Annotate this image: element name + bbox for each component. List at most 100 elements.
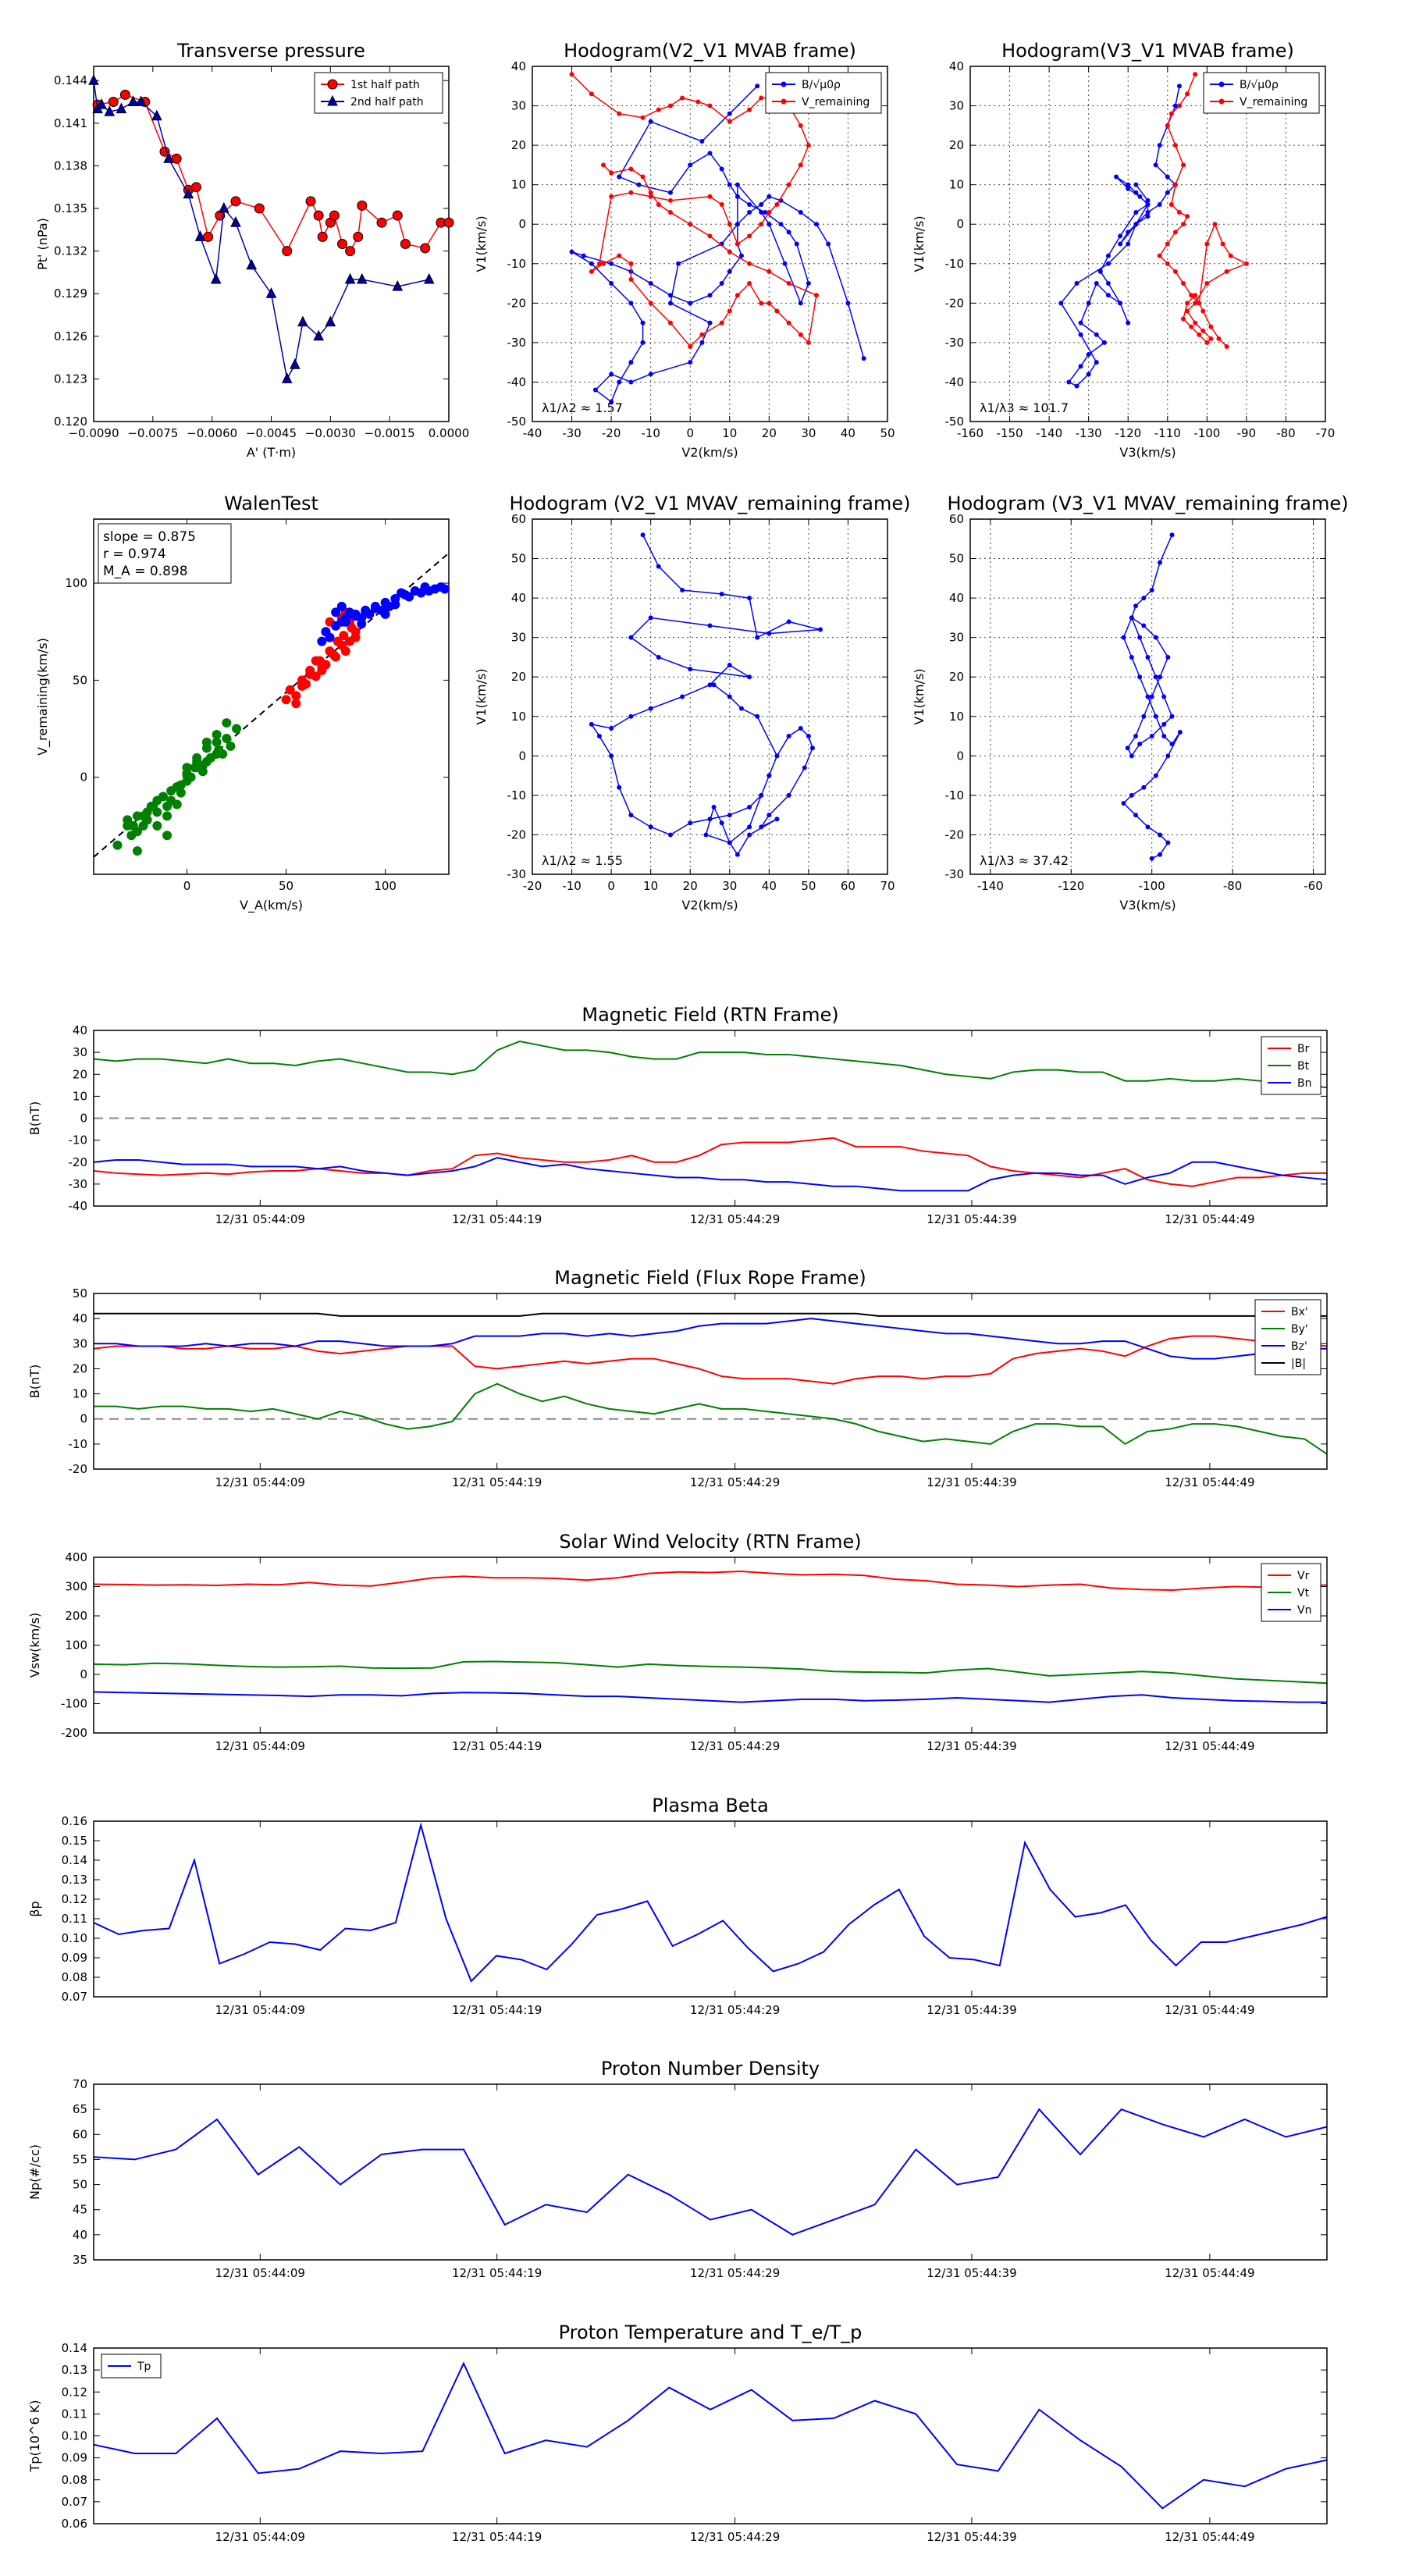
hodo_v2v1_mvab-point bbox=[738, 253, 744, 258]
walen-point bbox=[297, 681, 307, 691]
transverse-point bbox=[297, 315, 308, 327]
hodo_v3v1_mvav-point bbox=[1153, 773, 1158, 778]
hodo_v3v1_mvab-point bbox=[1224, 343, 1229, 349]
hodo_v3v1_mvab-point bbox=[1165, 123, 1170, 128]
hodo_v3v1_mvab-point bbox=[1185, 214, 1190, 219]
transverse-point bbox=[290, 358, 301, 369]
np-title: Proton Number Density bbox=[601, 2058, 820, 2080]
hodo_v3v1_mvab-point bbox=[1137, 194, 1143, 199]
mag_fr-series-B bbox=[94, 1312, 1327, 1317]
hodo_v3v1_mvab-point bbox=[1185, 301, 1190, 306]
hodo_v3v1_mvab-point bbox=[1228, 253, 1233, 258]
vsw-chart: -200 -100 0 100 200 300 400 12/31 05:44:09 12/31… bbox=[27, 1531, 1328, 1753]
hodo_v2v1_mvab-xtick-label: 40 bbox=[841, 426, 855, 440]
hodo_v2v1_mvab-point bbox=[759, 301, 764, 306]
hodo_v2v1_mvab-point bbox=[569, 72, 574, 77]
hodo_v3v1_mvab-point bbox=[1157, 253, 1162, 258]
np-chart: 35 40 45 50 55 60 65 70 12/31 05:44:09 12/31 05:4… bbox=[27, 2058, 1328, 2280]
transverse-point bbox=[305, 196, 316, 207]
hodo_v3v1_mvab-point bbox=[1078, 364, 1083, 369]
hodo_v2v1_mvab-point bbox=[617, 174, 622, 180]
hodo_v3v1_mvab-xtick-label: -80 bbox=[1276, 426, 1296, 440]
hodo_v2v1_mvav-point bbox=[719, 592, 724, 597]
hodo_v2v1_mvab-point bbox=[592, 387, 598, 393]
hodo_v2v1_mvab-xtick-label: -10 bbox=[641, 426, 660, 440]
hodo_v2v1_mvab-point bbox=[767, 301, 772, 306]
vsw-legend-label: Vn bbox=[1297, 1604, 1311, 1617]
hodo_v2v1_mvab-ytick-label: 10 bbox=[511, 178, 526, 192]
hodo_v2v1_mvav-xtick-label: -20 bbox=[523, 879, 542, 893]
np-xtick-label: 12/31 05:44:39 bbox=[927, 2266, 1016, 2280]
hodo_v3v1_mvab-point bbox=[1168, 111, 1174, 116]
hodo_v3v1_mvab-series-line-0 bbox=[1060, 86, 1180, 387]
hodo_v2v1_mvab-point bbox=[695, 99, 701, 105]
transverse-point bbox=[313, 210, 324, 221]
mag_rtn-ylabel: B(nT) bbox=[27, 1101, 42, 1135]
transverse-point bbox=[246, 258, 258, 270]
hodo_v2v1_mvav-point bbox=[727, 694, 732, 699]
walen-point bbox=[390, 600, 400, 610]
hodo_v2v1_mvav-point bbox=[759, 824, 764, 830]
np-xtick-label: 12/31 05:44:09 bbox=[215, 2266, 305, 2280]
hodo_v3v1_mvav-xtick-label: -80 bbox=[1223, 879, 1243, 893]
hodo_v3v1_mvab-point bbox=[1200, 308, 1206, 314]
hodo_v3v1_mvav-point bbox=[1149, 694, 1154, 699]
hodo_v2v1_mvab-point bbox=[601, 261, 606, 266]
beta-xtick-label: 12/31 05:44:29 bbox=[690, 2003, 780, 2017]
hodo_v3v1_mvab-point bbox=[1126, 186, 1131, 191]
hodo_v3v1_mvav-point bbox=[1137, 674, 1143, 680]
vsw-ytick-label: 300 bbox=[65, 1580, 87, 1594]
hodo_v2v1_mvav-xtick-label: 40 bbox=[762, 879, 777, 893]
mag_rtn-frame bbox=[93, 1030, 1328, 1207]
hodo_v2v1_mvav-point bbox=[640, 532, 646, 538]
transverse-xtick-label: −0.0060 bbox=[187, 426, 237, 440]
hodo_v2v1_mvab-point bbox=[680, 95, 685, 101]
transverse-point bbox=[345, 246, 356, 257]
hodo_v3v1_mvav-point bbox=[1169, 742, 1175, 747]
hodo_v2v1_mvav-ytick-label: 60 bbox=[511, 512, 526, 526]
transverse-ytick-label: 0.135 bbox=[54, 201, 87, 215]
hodo_v3v1_mvav-ytick-label: 40 bbox=[949, 591, 964, 605]
hodo_v2v1_mvav-point bbox=[727, 663, 732, 668]
hodo_v2v1_mvab-point bbox=[747, 233, 752, 239]
beta-ytick-label: 0.10 bbox=[62, 1931, 87, 1945]
mag_rtn-ytick-label: 10 bbox=[73, 1089, 87, 1103]
hodo_v2v1_mvab-point bbox=[794, 241, 799, 247]
hodo_v3v1_mvab-point bbox=[1157, 143, 1162, 148]
hodo_v3v1_mvab-point bbox=[1165, 261, 1170, 266]
hodo_v2v1_mvab-point bbox=[707, 103, 713, 109]
hodo_v2v1_mvav-point bbox=[802, 765, 807, 770]
walen-point bbox=[361, 607, 371, 617]
hodo_v3v1_mvab-ytick-label: 0 bbox=[956, 217, 964, 231]
hodo_v3v1_mvav-point bbox=[1121, 801, 1126, 806]
hodo_v3v1_mvab-point bbox=[1176, 84, 1182, 89]
hodo_v2v1_mvav-point bbox=[589, 721, 594, 727]
hodo_v3v1_mvab-point bbox=[1181, 222, 1186, 227]
walen-point bbox=[148, 801, 158, 811]
hodo_v3v1_mvab-point bbox=[1058, 301, 1064, 306]
hodo_v2v1_mvab-point bbox=[688, 162, 693, 168]
mag_fr-series-Bz bbox=[94, 1318, 1327, 1360]
walen-point bbox=[340, 617, 350, 627]
hodo_v2v1_mvav-point bbox=[755, 635, 760, 640]
hodo_v2v1_mvav-point bbox=[648, 615, 653, 621]
hodo_v2v1_mvab-point bbox=[735, 194, 740, 199]
np-xtick-label: 12/31 05:44:49 bbox=[1165, 2266, 1254, 2280]
hodo_v2v1_mvab-point bbox=[798, 210, 803, 215]
hodo_v2v1_mvab-annotation: λ1/λ2 ≈ 1.57 bbox=[542, 400, 623, 415]
hodo_v3v1_mvab-point bbox=[1172, 143, 1178, 148]
hodo_v2v1_mvav-point bbox=[703, 832, 709, 838]
np-ylabel: Np(#/cc) bbox=[27, 2144, 42, 2200]
hodo_v3v1_mvab-ytick-label: 30 bbox=[949, 99, 964, 113]
hodo_v3v1_mvav-point bbox=[1129, 792, 1134, 798]
hodo_v3v1_mvav-point bbox=[1145, 654, 1151, 660]
hodo_v3v1_mvab-point bbox=[1193, 293, 1198, 298]
hodo_v2v1_mvav-title: Hodogram (V2_V1 MVAV_remaining frame) bbox=[509, 493, 910, 514]
hodo_v2v1_mvab-point bbox=[735, 182, 740, 187]
hodo_v3v1_mvav-point bbox=[1125, 745, 1130, 751]
walen-point bbox=[285, 685, 295, 695]
hodo_v3v1_mvav-xtick-label: -120 bbox=[1058, 879, 1084, 893]
hodo_v2v1_mvab-point bbox=[688, 343, 693, 349]
hodo_v2v1_mvab-point bbox=[735, 241, 740, 247]
beta-ytick-label: 0.08 bbox=[62, 1970, 87, 1984]
